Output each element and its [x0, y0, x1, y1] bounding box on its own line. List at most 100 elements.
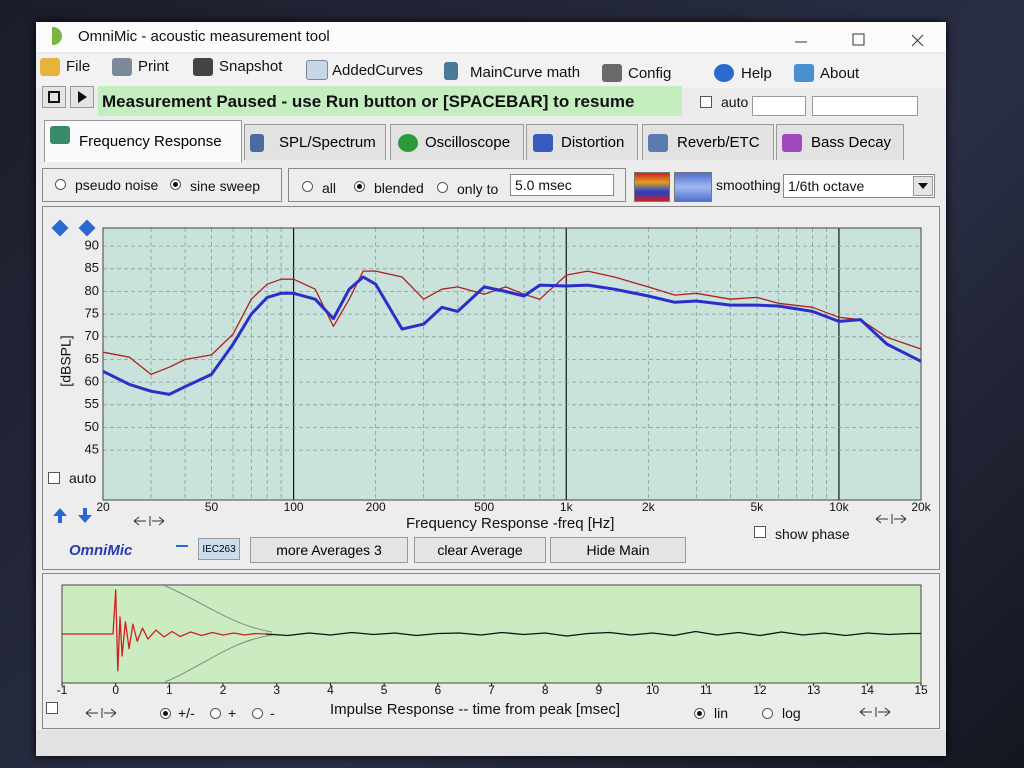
- radio[interactable]: [252, 708, 263, 719]
- menu-item[interactable]: Config: [628, 65, 672, 82]
- hide-button[interactable]: Hide Main: [550, 537, 686, 563]
- menu-item[interactable]: Help: [741, 65, 772, 82]
- menu-item[interactable]: Snapshot: [219, 58, 283, 75]
- impulse-checkbox[interactable]: [46, 702, 58, 714]
- window-controls[interactable]: [780, 26, 940, 50]
- pause-button[interactable]: [42, 86, 66, 108]
- option-label: blended: [374, 180, 424, 196]
- app-icon: [52, 27, 62, 45]
- menu-item[interactable]: About: [820, 65, 860, 82]
- x-tick-label: 5k: [750, 500, 764, 514]
- arrow-icon[interactable]: [51, 219, 69, 237]
- menu-icon: [306, 60, 328, 80]
- radio[interactable]: [160, 708, 171, 719]
- dropdown-arrow[interactable]: [913, 176, 933, 196]
- menu-icon: [40, 58, 60, 76]
- status-bar: [36, 730, 946, 756]
- x-tick-label: 200: [366, 500, 386, 514]
- x-tick-label: 50: [205, 500, 219, 514]
- iec-button[interactable]: IEC263: [198, 538, 240, 560]
- x-tick-label: 2k: [642, 500, 656, 514]
- x-tick-label: 9: [596, 683, 603, 697]
- radio[interactable]: [210, 708, 221, 719]
- option-label: -: [270, 705, 275, 721]
- x-tick-label: 3: [273, 683, 280, 697]
- x-tick-label: 2: [220, 683, 227, 697]
- clear-button[interactable]: clear Average: [414, 537, 546, 563]
- pause-glyph: [48, 91, 60, 103]
- scroll-icon[interactable]: [85, 708, 117, 718]
- x-tick-label: 10: [646, 683, 660, 697]
- option-label: only to: [457, 181, 499, 197]
- option-label: lin: [714, 705, 729, 721]
- scroll-icon[interactable]: [859, 707, 891, 717]
- radio[interactable]: [55, 179, 66, 190]
- x-tick-label: 1: [166, 683, 173, 697]
- averages-button[interactable]: more Averages 3: [250, 537, 408, 563]
- run-button[interactable]: [70, 86, 94, 108]
- menu-icon: [714, 64, 734, 82]
- menu-icon: [193, 58, 213, 76]
- option-label: +/-: [178, 705, 195, 721]
- auto-label: auto: [69, 470, 97, 486]
- option-label: all: [322, 180, 337, 196]
- menu-item[interactable]: File: [66, 58, 91, 75]
- menu-item[interactable]: MainCurve math: [470, 64, 581, 81]
- brand: OmniMic: [69, 542, 133, 559]
- scroll-icon[interactable]: [875, 514, 907, 524]
- menu-item[interactable]: Print: [138, 58, 169, 75]
- window-envelope: [164, 585, 273, 683]
- x-tick-label: 0: [112, 683, 119, 697]
- y-tick-label: 65: [85, 351, 99, 366]
- plot-background: [103, 228, 921, 500]
- radio[interactable]: [170, 179, 181, 190]
- close[interactable]: [911, 34, 924, 47]
- x-tick-label: 11: [700, 683, 713, 697]
- radio[interactable]: [762, 708, 773, 719]
- y-tick-label: 55: [85, 396, 99, 411]
- status-message: Measurement Paused - use Run button or […: [102, 92, 635, 111]
- tab[interactable]: SPL/Spectrum: [244, 124, 386, 160]
- color-button[interactable]: [674, 172, 712, 202]
- arrow-icon[interactable]: [78, 219, 96, 237]
- phase-checkbox[interactable]: [754, 526, 766, 538]
- signal-group: [42, 168, 282, 202]
- x-tick-label: -1: [57, 683, 68, 697]
- menu-item[interactable]: AddedCurves: [332, 62, 423, 79]
- x-tick-label: 6: [434, 683, 441, 697]
- auto-checkbox[interactable]: [48, 472, 60, 484]
- plot-border: [102, 227, 922, 501]
- x-tick-label: 10k: [829, 500, 849, 514]
- smoothing-select[interactable]: [783, 174, 935, 198]
- auto-checkbox[interactable]: [700, 96, 712, 108]
- option-label: sine sweep: [190, 178, 261, 194]
- arrow-icon[interactable]: [78, 508, 92, 523]
- color-button[interactable]: [634, 172, 670, 202]
- y-tick-label: 45: [85, 442, 99, 457]
- series-line: [265, 630, 921, 637]
- radio[interactable]: [437, 182, 448, 193]
- tab[interactable]: Reverb/ETC: [642, 124, 774, 160]
- tab[interactable]: Frequency Response: [44, 120, 242, 162]
- x-axis-label: Frequency Response -freq [Hz]: [406, 515, 615, 532]
- arrow-icon[interactable]: [53, 508, 67, 523]
- maximize[interactable]: [852, 33, 865, 46]
- auto-label: auto: [721, 94, 749, 110]
- window-title: OmniMic - acoustic measurement tool: [78, 28, 330, 45]
- tab-icon: [398, 134, 418, 152]
- y-tick-label: 90: [85, 238, 99, 253]
- y-tick-label: 50: [85, 419, 99, 434]
- x-tick-label: 12: [753, 683, 767, 697]
- y-tick-label: 80: [85, 283, 99, 298]
- scroll-icon[interactable]: [133, 516, 165, 526]
- time-input[interactable]: [510, 174, 614, 196]
- tab-icon: [50, 126, 70, 144]
- y-tick-label: 85: [85, 260, 99, 275]
- slider[interactable]: [752, 96, 806, 116]
- radio[interactable]: [354, 181, 365, 192]
- radio[interactable]: [302, 181, 313, 192]
- radio[interactable]: [694, 708, 705, 719]
- slider[interactable]: [812, 96, 918, 116]
- y-tick-label: 70: [85, 328, 99, 343]
